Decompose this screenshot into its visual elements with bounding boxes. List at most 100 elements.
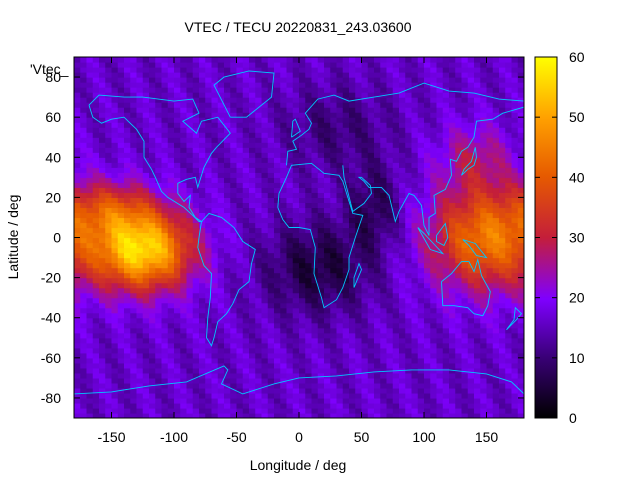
heatmap-cell (405, 77, 413, 83)
heatmap-cell (424, 287, 431, 294)
heatmap-cell (211, 382, 219, 389)
heatmap-cell (399, 297, 406, 304)
heatmap-cell (324, 337, 331, 344)
heatmap-cell (274, 327, 281, 334)
heatmap-cell (442, 122, 450, 128)
heatmap-cell (267, 57, 275, 63)
heatmap-cell (224, 72, 231, 78)
heatmap-cell (105, 157, 113, 163)
heatmap-cell (180, 202, 188, 209)
heatmap-cell (86, 387, 94, 394)
heatmap-cell (417, 87, 425, 93)
heatmap-cell (236, 177, 244, 183)
heatmap-cell (149, 182, 156, 188)
heatmap-cell (236, 377, 244, 384)
heatmap-cell (292, 357, 300, 364)
heatmap-cell (392, 207, 400, 214)
heatmap-cell (261, 327, 269, 334)
heatmap-cell (355, 67, 363, 73)
heatmap-cell (349, 167, 356, 173)
heatmap-cell (149, 222, 156, 229)
heatmap-cell (105, 292, 113, 299)
heatmap-cell (449, 182, 456, 188)
heatmap-cell (274, 227, 281, 234)
heatmap-cell (499, 187, 506, 193)
heatmap-cell (492, 142, 500, 148)
heatmap-cell (136, 277, 144, 284)
heatmap-cell (436, 412, 444, 418)
heatmap-cell (449, 122, 456, 128)
heatmap-cell (311, 172, 319, 178)
heatmap-cell (236, 212, 244, 219)
heatmap-cell (142, 377, 150, 384)
heatmap-cell (261, 332, 269, 339)
heatmap-cell (349, 382, 356, 389)
heatmap-cell (230, 232, 238, 239)
heatmap-cell (80, 362, 88, 369)
heatmap-cell (224, 362, 231, 369)
heatmap-cell (167, 392, 175, 399)
heatmap-cell (467, 327, 475, 334)
heatmap-cell (99, 82, 106, 88)
heatmap-cell (324, 227, 331, 234)
heatmap-cell (305, 82, 313, 88)
heatmap-cell (186, 357, 194, 364)
heatmap-cell (361, 277, 369, 284)
heatmap-cell (280, 177, 288, 183)
heatmap-cell (474, 192, 481, 198)
heatmap-cell (174, 172, 181, 178)
heatmap-cell (399, 77, 406, 83)
heatmap-cell (92, 192, 100, 198)
heatmap-cell (367, 282, 375, 289)
heatmap-cell (155, 337, 163, 344)
heatmap-cell (280, 137, 288, 143)
heatmap-cell (142, 272, 150, 279)
heatmap-cell (342, 357, 350, 364)
heatmap-cell (311, 97, 319, 103)
heatmap-cell (455, 172, 463, 178)
heatmap-cell (461, 367, 469, 374)
heatmap-cell (299, 342, 306, 349)
heatmap-cell (217, 192, 225, 198)
heatmap-cell (430, 402, 438, 409)
heatmap-cell (411, 297, 419, 304)
heatmap-cell (161, 232, 169, 239)
heatmap-cell (436, 222, 444, 229)
heatmap-cell (111, 172, 119, 178)
heatmap-cell (192, 367, 200, 374)
heatmap-cell (486, 157, 494, 163)
heatmap-cell (117, 197, 125, 203)
heatmap-cell (305, 177, 313, 183)
heatmap-cell (411, 397, 419, 404)
heatmap-cell (336, 392, 344, 399)
heatmap-cell (224, 177, 231, 183)
heatmap-cell (161, 107, 169, 113)
heatmap-cell (467, 412, 475, 418)
heatmap-cell (430, 322, 438, 329)
heatmap-cell (317, 147, 325, 153)
heatmap-cell (80, 387, 88, 394)
heatmap-cell (330, 332, 338, 339)
heatmap-cell (242, 177, 250, 183)
heatmap-cell (455, 277, 463, 284)
heatmap-cell (417, 352, 425, 359)
heatmap-cell (380, 267, 388, 274)
heatmap-cell (255, 87, 263, 93)
heatmap-cell (474, 282, 481, 289)
heatmap-cell (342, 252, 350, 259)
heatmap-cell (149, 412, 156, 418)
heatmap-cell (355, 392, 363, 399)
heatmap-cell (236, 262, 244, 269)
heatmap-cell (111, 237, 119, 244)
heatmap-cell (417, 247, 425, 254)
heatmap-cell (305, 407, 313, 414)
heatmap-cell (224, 372, 231, 379)
heatmap-cell (136, 57, 144, 63)
heatmap-cell (405, 112, 413, 118)
heatmap-cell (499, 382, 506, 389)
heatmap-cell (124, 257, 131, 264)
heatmap-cell (117, 257, 125, 264)
heatmap-cell (449, 292, 456, 299)
heatmap-cell (136, 82, 144, 88)
heatmap-cell (267, 307, 275, 314)
